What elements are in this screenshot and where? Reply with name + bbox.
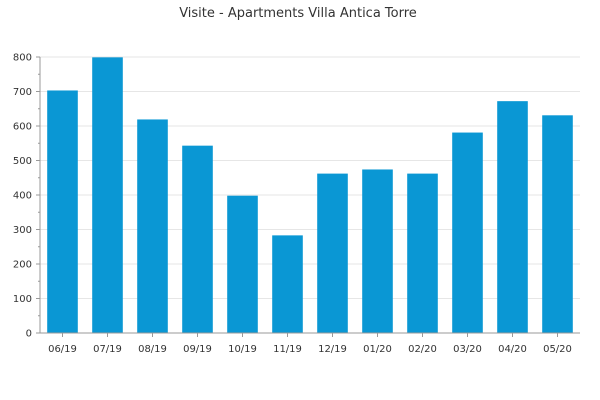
x-tick-label: 07/19 [93, 344, 122, 355]
axes [36, 56, 580, 337]
x-tick-label: 09/19 [183, 344, 212, 355]
x-tick-label: 11/19 [273, 344, 302, 355]
x-tick-label: 10/19 [228, 344, 257, 355]
bar-05-20 [542, 115, 573, 334]
y-tick-label: 300 [13, 225, 32, 236]
y-tick-labels: 0 100 200 300 400 500 600 700 800 [13, 53, 32, 340]
y-tick-label: 800 [13, 53, 32, 64]
bar-10-19 [227, 195, 258, 333]
bar-09-19 [182, 145, 213, 333]
bar-11-19 [272, 235, 303, 333]
chart-title: Visite - Apartments Villa Antica Torre [179, 6, 417, 21]
bar-07-19 [92, 57, 123, 333]
x-tick-labels: 06/19 07/19 08/19 09/19 10/19 11/19 12/19 01/20… [48, 344, 572, 355]
x-tick-label: 08/19 [138, 344, 167, 355]
y-tick-label: 0 [26, 329, 32, 340]
bars [47, 57, 573, 334]
gridlines [40, 56, 580, 299]
bar-02-20 [407, 173, 438, 333]
bar-06-19 [47, 90, 78, 333]
x-tick-label: 06/19 [48, 344, 77, 355]
y-tick-label: 700 [13, 87, 32, 98]
y-tick-label: 100 [13, 294, 32, 305]
x-tick-label: 01/20 [363, 344, 392, 355]
bar-03-20 [452, 132, 483, 333]
bar-08-19 [137, 119, 168, 333]
x-tick-label: 12/19 [318, 344, 347, 355]
x-tick-label: 02/20 [408, 344, 437, 355]
bar-01-20 [362, 169, 393, 333]
y-tick-label: 400 [13, 191, 32, 202]
y-tick-label: 600 [13, 122, 32, 133]
bar-12-19 [317, 173, 348, 333]
bar-04-20 [497, 101, 528, 333]
x-tick-label: 05/20 [543, 344, 572, 355]
y-tick-label: 200 [13, 260, 32, 271]
x-tick-label: 03/20 [453, 344, 482, 355]
x-tick-label: 04/20 [498, 344, 527, 355]
y-tick-label: 500 [13, 156, 32, 167]
